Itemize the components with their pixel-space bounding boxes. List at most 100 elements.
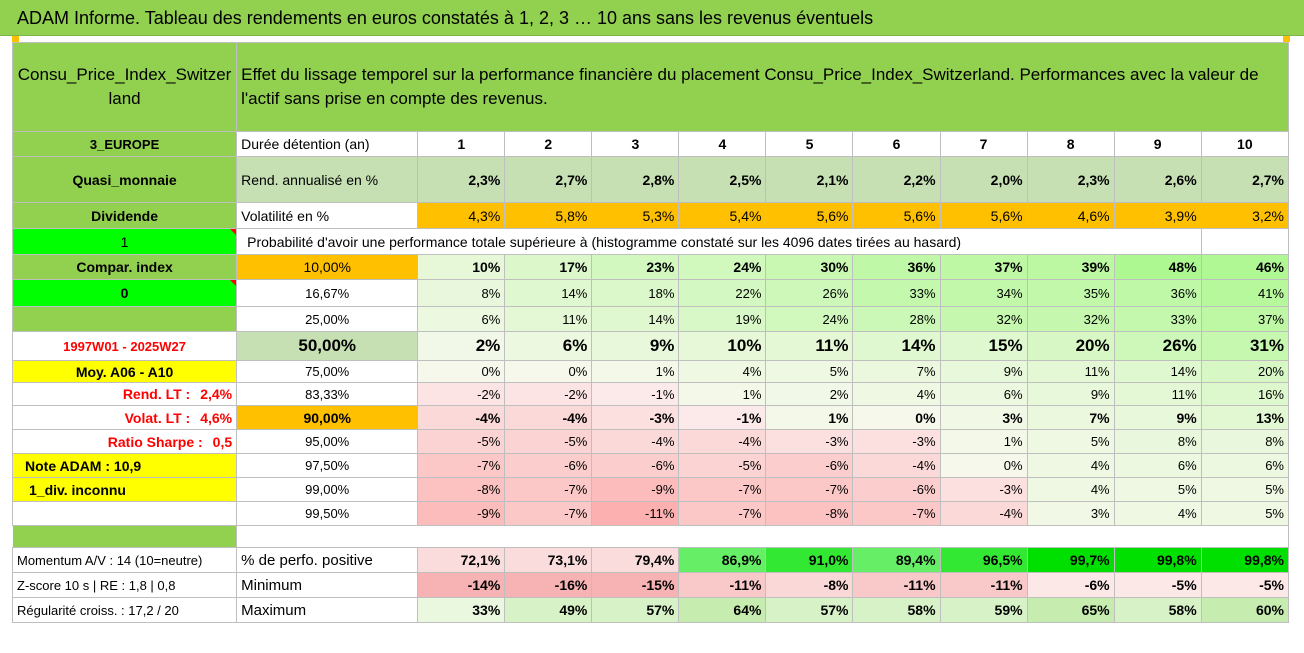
prob-cell: 14% <box>504 279 593 307</box>
prob-cell: 11% <box>1113 382 1202 406</box>
positive-row-cell: 79,4% <box>591 547 680 573</box>
prob-cell: 36% <box>1113 279 1202 307</box>
prob-cell: -4% <box>678 429 767 454</box>
prob-cell: 2% <box>765 382 854 406</box>
separator-blank <box>236 525 1289 548</box>
prob-cell: 1% <box>939 429 1028 454</box>
prob-cell: -9% <box>591 477 680 502</box>
prob-cell: 5% <box>1113 477 1202 502</box>
vol-cell: 3,9% <box>1113 202 1202 229</box>
vol-cell: 3,2% <box>1200 202 1290 229</box>
prob-cell: -8% <box>765 501 854 526</box>
prob-row: Compar. index 10,00% 10% 17% 23% 24% 30% 36% 37%… <box>11 254 1290 280</box>
prob-row: Volat. LT :4,6% 90,00% -4% -4% -3% -1% 1% 0% 3% 7… <box>11 405 1290 430</box>
prob-row: Moy. A06 - A10 75,00% 0% 0% 1% 4% 5% 7% 9% 11% 14%… <box>11 360 1290 383</box>
rend-cell: 2,0% <box>939 156 1028 203</box>
prob-cell: 7% <box>852 360 941 383</box>
minimum-row-cell: -5% <box>1113 572 1202 598</box>
rend-label: Rend. annualisé en % <box>236 156 419 203</box>
prob-cell: 23% <box>591 254 680 280</box>
maximum-row-cell: 33% <box>417 597 506 623</box>
prob-cell: 9% <box>1026 382 1115 406</box>
prob-cell: 1% <box>591 360 680 383</box>
positive-row: Momentum A/V : 14 (10=neutre)% de perfo.… <box>11 547 1290 573</box>
dividend-label-cell: Dividende <box>11 202 238 229</box>
prob-cell: 19% <box>678 306 767 332</box>
rend-cell: 2,3% <box>1026 156 1115 203</box>
volat-lt-cell-label: Volat. LT : <box>124 409 191 426</box>
prob-cell: 39% <box>1026 254 1115 280</box>
maximum-row-cell: 57% <box>765 597 854 623</box>
volat-lt-cell: Volat. LT : 4,6% <box>11 405 238 430</box>
year-cell: 7 <box>939 131 1028 157</box>
rend-row: Quasi_monnaie Rend. annualisé en % 2,3% … <box>11 156 1290 203</box>
prob-cell: 6% <box>1200 453 1290 478</box>
year-cell: 3 <box>591 131 680 157</box>
prob-cell: 6% <box>939 382 1028 406</box>
period-cell: 1997W01 - 2025W27 <box>11 331 238 361</box>
positive-row-cell: 91,0% <box>765 547 854 573</box>
rend-cell: 2,8% <box>591 156 680 203</box>
empty-side-cell <box>11 306 238 332</box>
year-cell: 1 <box>417 131 506 157</box>
rend-cell: 2,1% <box>765 156 854 203</box>
rend-cell: 2,5% <box>678 156 767 203</box>
prob-cell: 26% <box>1113 331 1202 361</box>
prob-row: 25,00% 6% 11% 14% 19% 24% 28% 32% 32% 33% 37% <box>11 306 1290 332</box>
vol-cell: 5,3% <box>591 202 680 229</box>
region-cell: 3_EUROPE <box>11 131 238 157</box>
gold-marker-right <box>1283 36 1290 42</box>
prob-cell: 14% <box>852 331 941 361</box>
prob-cell: 17% <box>504 254 593 280</box>
prob-cell: 1% <box>765 405 854 430</box>
maximum-row-cell: 58% <box>1113 597 1202 623</box>
prob-cell: 30% <box>765 254 854 280</box>
prob-cell: -3% <box>852 429 941 454</box>
prob-cell: 1% <box>678 382 767 406</box>
year-cell: 10 <box>1200 131 1290 157</box>
prob-cell: 32% <box>1026 306 1115 332</box>
years-label: Durée détention (an) <box>236 131 419 157</box>
prob-cell: 24% <box>765 306 854 332</box>
empty-side-cell <box>11 501 238 526</box>
prob-cell: 18% <box>591 279 680 307</box>
prob-cell: -8% <box>417 477 506 502</box>
prob-cell: 6% <box>504 331 593 361</box>
prob-cell: 20% <box>1026 331 1115 361</box>
prob-cell: 3% <box>939 405 1028 430</box>
prob-cell: 48% <box>1113 254 1202 280</box>
prob-cell: -7% <box>678 501 767 526</box>
maximum-row-cell: 60% <box>1200 597 1290 623</box>
threshold-cell: 83,33% <box>236 382 419 406</box>
rend-cell: 2,7% <box>504 156 593 203</box>
rend-cell: 2,7% <box>1200 156 1290 203</box>
prob-cell: 26% <box>765 279 854 307</box>
prob-cell: 35% <box>1026 279 1115 307</box>
prob-cell: 0% <box>417 360 506 383</box>
prob-cell: -3% <box>939 477 1028 502</box>
prob-cell: 28% <box>852 306 941 332</box>
prob-cell: -4% <box>939 501 1028 526</box>
prob-cell: -11% <box>591 501 680 526</box>
prob-cell: -7% <box>852 501 941 526</box>
minimum-row-cell: -6% <box>1026 572 1115 598</box>
minimum-row-cell: -11% <box>678 572 767 598</box>
rend-cell: 2,2% <box>852 156 941 203</box>
vol-cell: 5,4% <box>678 202 767 229</box>
prob-cell: -4% <box>852 453 941 478</box>
maximum-row-label: Maximum <box>236 597 419 623</box>
positive-row-cell: 73,1% <box>504 547 593 573</box>
gold-marker-left <box>12 36 19 42</box>
vol-cell: 5,8% <box>504 202 593 229</box>
prob-cell: 11% <box>765 331 854 361</box>
prob-cell: 3% <box>1026 501 1115 526</box>
positive-row-cell: 99,8% <box>1113 547 1202 573</box>
prob-cell: -3% <box>765 429 854 454</box>
prob-cell: 33% <box>852 279 941 307</box>
maximum-row: Régularité croiss. : 17,2 / 20 Maximum 33%… <box>11 597 1290 623</box>
asset-name-cell: Consu_Price_Index_Switzerland <box>11 42 238 132</box>
prob-cell: 5% <box>765 360 854 383</box>
prob-cell: 36% <box>852 254 941 280</box>
rend-cell: 2,6% <box>1113 156 1202 203</box>
prob-cell: -7% <box>678 477 767 502</box>
